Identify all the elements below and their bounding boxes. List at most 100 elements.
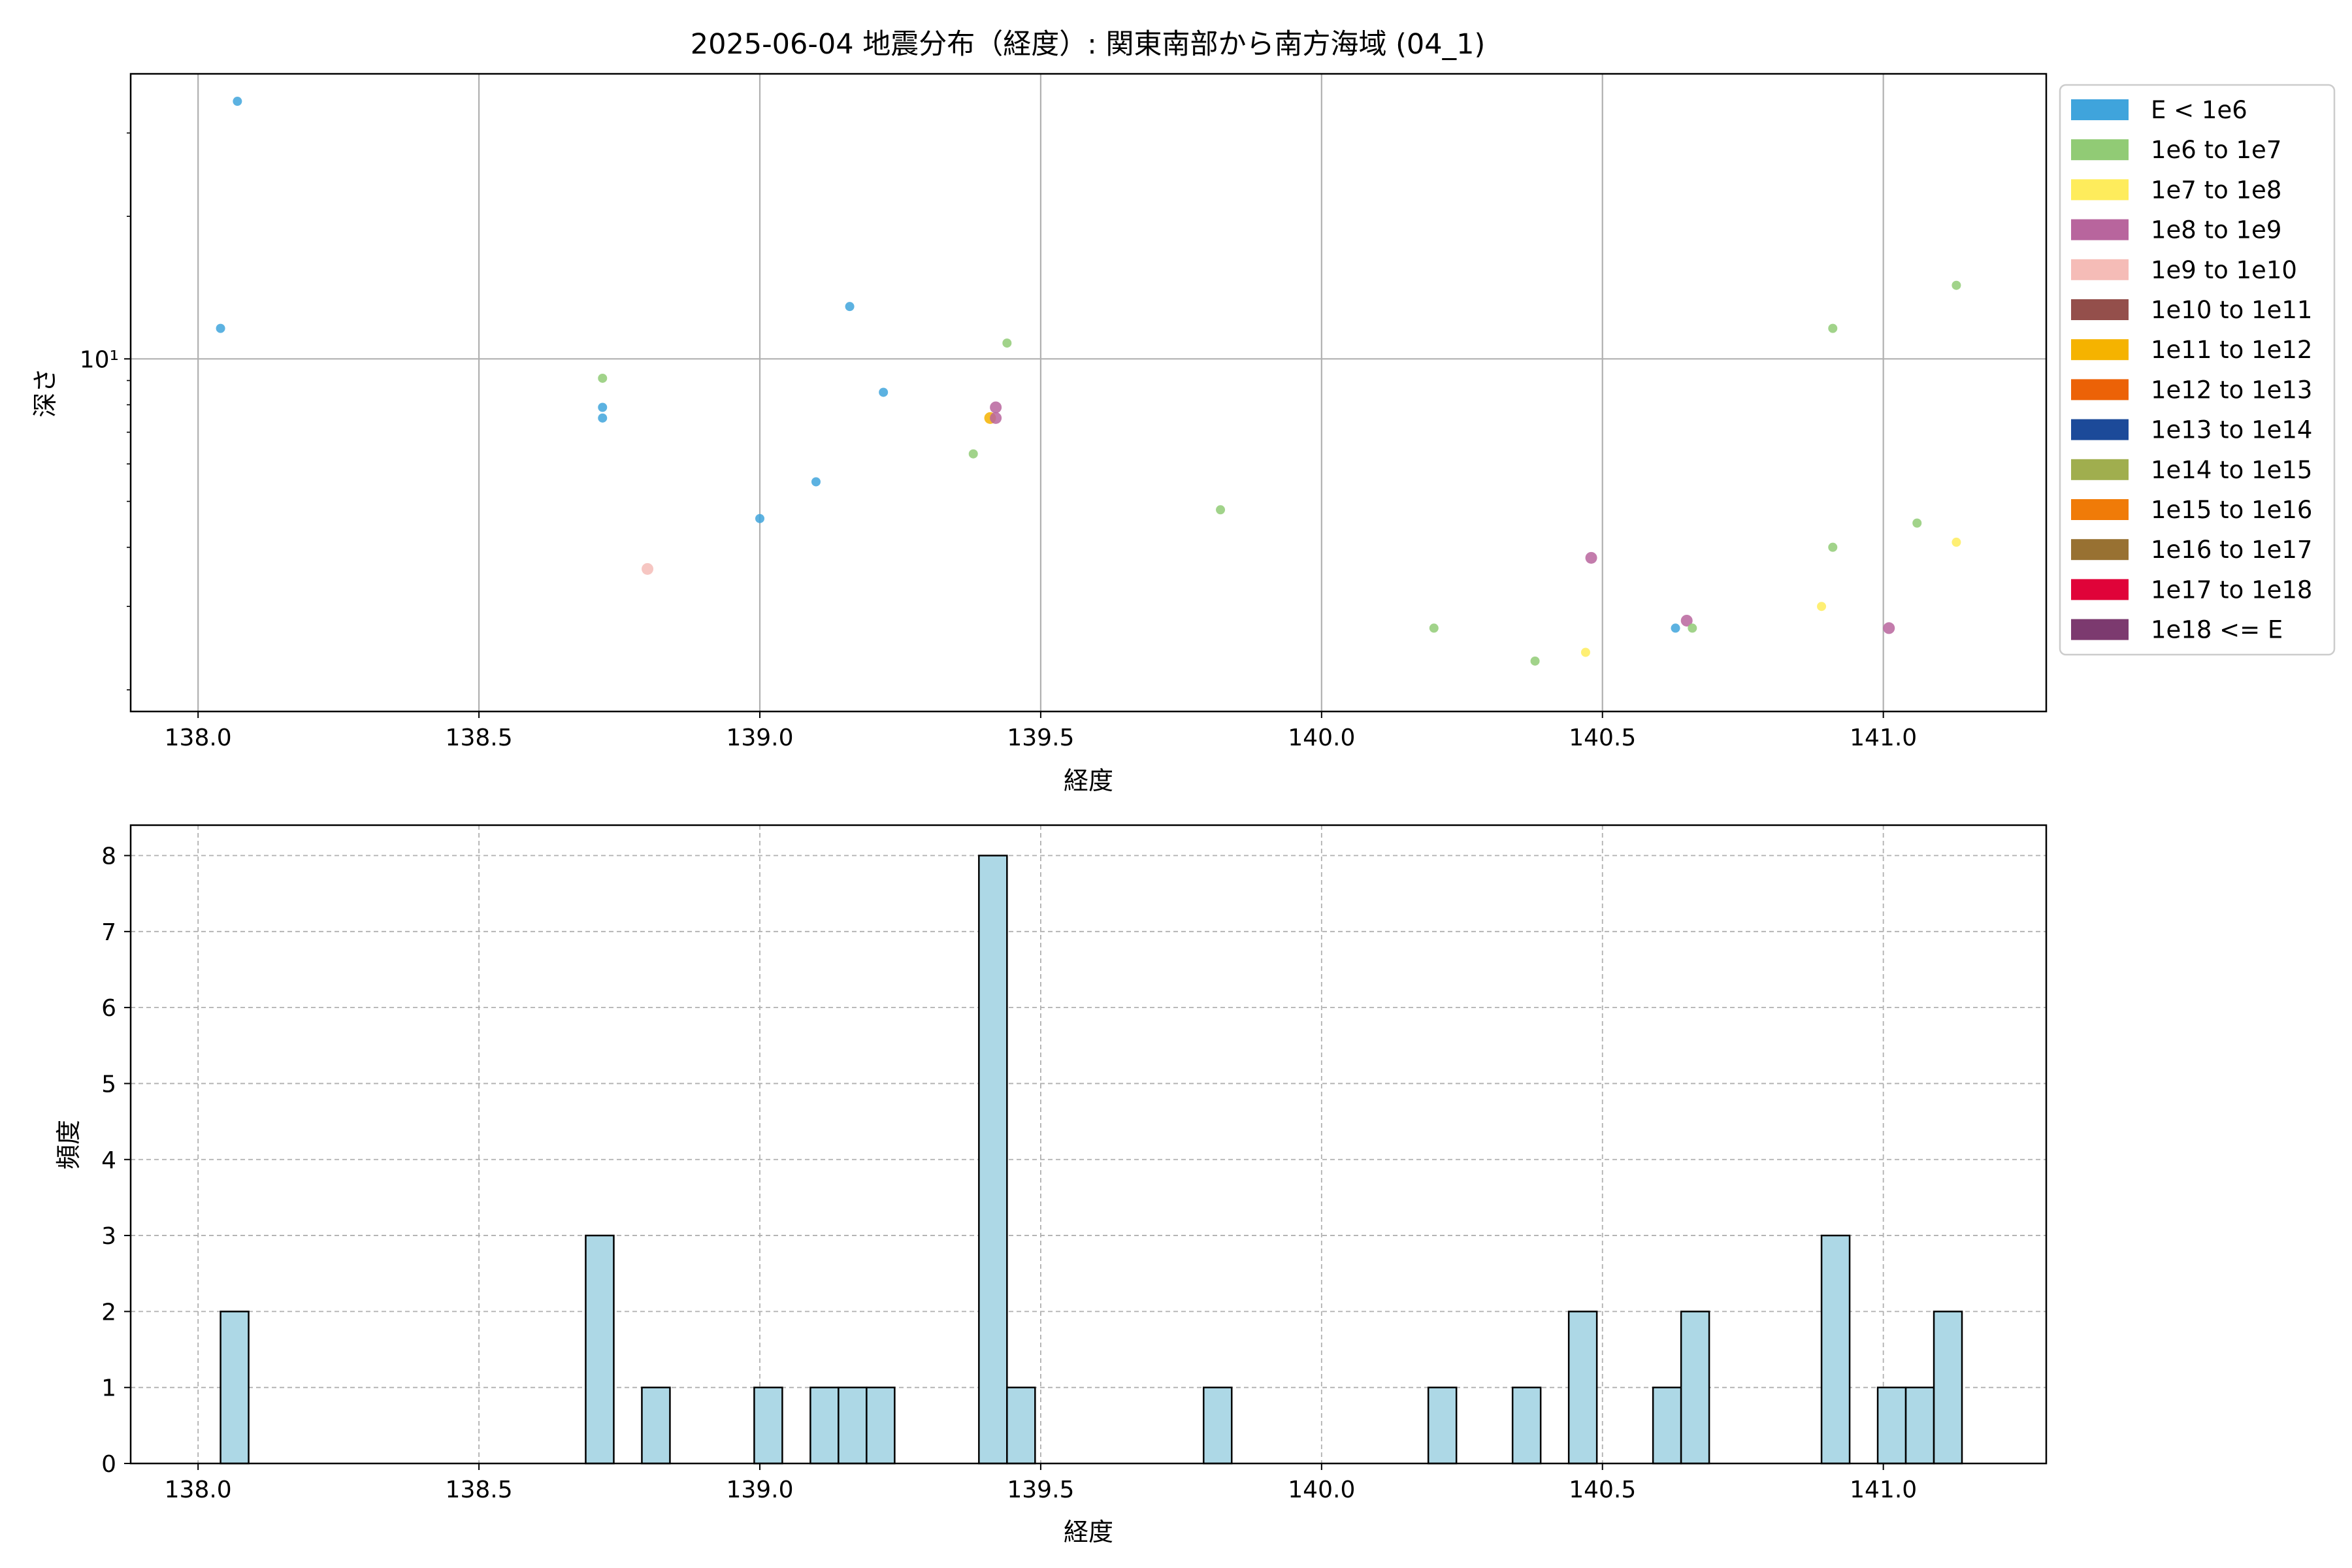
scatter-point bbox=[598, 402, 608, 412]
scatter-point bbox=[233, 97, 242, 106]
histogram-bar bbox=[978, 855, 1008, 1465]
scatter-point bbox=[1585, 551, 1597, 564]
legend-swatch bbox=[2071, 419, 2129, 440]
histogram-bar bbox=[866, 1386, 896, 1465]
legend-swatch bbox=[2071, 299, 2129, 320]
histogram-y-tick-label: 4 bbox=[101, 1147, 116, 1174]
histogram-y-tick-label: 5 bbox=[101, 1071, 116, 1098]
histogram-bar bbox=[1427, 1386, 1458, 1465]
scatter-point bbox=[968, 449, 978, 459]
scatter-point bbox=[216, 323, 225, 333]
scatter-x-tick-label: 140.0 bbox=[1288, 725, 1355, 751]
histogram-x-tick-label: 138.0 bbox=[165, 1477, 232, 1503]
scatter-point bbox=[1671, 623, 1680, 633]
legend-swatch bbox=[2071, 339, 2129, 361]
legend-label: 1e15 to 1e16 bbox=[2151, 496, 2312, 524]
histogram-y-axis-label: 頻度 bbox=[54, 1120, 83, 1169]
scatter-point bbox=[1828, 542, 1838, 552]
scatter-point bbox=[879, 387, 889, 397]
legend-swatch bbox=[2071, 499, 2129, 520]
histogram-bar bbox=[1933, 1311, 1963, 1465]
histogram-bar bbox=[753, 1386, 783, 1465]
chart-title: 2025-06-04 地震分布（経度）: 関東南部から南方海域 (04_1) bbox=[691, 28, 1486, 61]
histogram-y-tick-label: 8 bbox=[101, 843, 116, 870]
legend-swatch bbox=[2071, 579, 2129, 600]
scatter-x-tick-label: 140.5 bbox=[1569, 725, 1636, 751]
scatter-point bbox=[1828, 323, 1838, 333]
scatter-y-tick-label: 10¹ bbox=[80, 346, 119, 373]
scatter-y-ticks: 10¹ bbox=[80, 132, 131, 691]
scatter-grid bbox=[131, 74, 2046, 711]
histogram-bar bbox=[1567, 1311, 1598, 1465]
legend-items: E < 1e6 1e6 to 1e7 1e7 to 1e8 1e8 to 1e9 1e9… bbox=[2071, 96, 2312, 644]
legend-label: 1e10 to 1e11 bbox=[2151, 296, 2312, 324]
legend-label: 1e12 to 1e13 bbox=[2151, 376, 2312, 404]
scatter-x-ticks: 138.0 138.5 139.0 139.5 140.0 140.5 141.0 bbox=[165, 711, 1917, 751]
histogram-bars bbox=[220, 855, 1963, 1465]
scatter-point bbox=[1530, 656, 1540, 666]
legend-swatch bbox=[2071, 379, 2129, 400]
legend-swatch bbox=[2071, 179, 2129, 201]
histogram-bar bbox=[809, 1386, 840, 1465]
legend-label: 1e9 to 1e10 bbox=[2151, 256, 2297, 284]
histogram-bar bbox=[1904, 1386, 1935, 1465]
legend-swatch bbox=[2071, 219, 2129, 240]
histogram-y-tick-label: 0 bbox=[101, 1451, 116, 1478]
histogram-x-tick-label: 139.0 bbox=[726, 1477, 793, 1503]
legend-swatch bbox=[2071, 459, 2129, 480]
scatter-x-tick-label: 139.5 bbox=[1007, 725, 1074, 751]
scatter-point bbox=[1680, 614, 1693, 627]
scatter-point bbox=[1912, 518, 1922, 528]
scatter-points bbox=[216, 97, 1961, 666]
legend-swatch bbox=[2071, 259, 2129, 280]
scatter-point bbox=[1688, 623, 1697, 633]
legend-label: 1e16 to 1e17 bbox=[2151, 536, 2312, 564]
legend-swatch bbox=[2071, 99, 2129, 120]
legend-label: 1e14 to 1e15 bbox=[2151, 456, 2312, 484]
legend-label: 1e13 to 1e14 bbox=[2151, 416, 2312, 444]
legend-swatch bbox=[2071, 619, 2129, 640]
histogram-bar bbox=[585, 1234, 615, 1465]
histogram-y-tick-label: 1 bbox=[101, 1375, 116, 1402]
histogram-y-tick-label: 3 bbox=[101, 1223, 116, 1250]
legend: E < 1e6 1e6 to 1e7 1e7 to 1e8 1e8 to 1e9 1e9… bbox=[2059, 84, 2336, 656]
histogram-bar bbox=[1876, 1386, 1907, 1465]
legend-swatch bbox=[2071, 539, 2129, 561]
histogram-bar bbox=[1203, 1386, 1233, 1465]
histogram-x-tick-label: 138.5 bbox=[446, 1477, 513, 1503]
scatter-point bbox=[598, 413, 608, 423]
histogram-y-tick-label: 6 bbox=[101, 995, 116, 1022]
histogram-bar bbox=[1680, 1311, 1710, 1465]
histogram-bar bbox=[838, 1386, 868, 1465]
histogram-y-tick-label: 2 bbox=[101, 1299, 116, 1326]
scatter-point bbox=[1002, 338, 1012, 348]
scatter-point bbox=[990, 401, 1002, 414]
legend-label: 1e18 <= E bbox=[2151, 616, 2283, 644]
scatter-point bbox=[1952, 280, 1961, 290]
histogram-x-tick-label: 141.0 bbox=[1850, 1477, 1917, 1503]
histogram-y-ticks: 0 1 2 3 4 5 6 7 8 bbox=[101, 843, 131, 1478]
scatter-x-tick-label: 138.0 bbox=[165, 725, 232, 751]
scatter-point bbox=[1817, 602, 1827, 612]
legend-label: E < 1e6 bbox=[2151, 96, 2247, 124]
scatter-point bbox=[1216, 505, 1226, 515]
histogram-bar bbox=[641, 1386, 671, 1465]
scatter-panel: 138.0 138.5 139.0 139.5 140.0 140.5 141.0 10¹ … bbox=[31, 73, 2336, 795]
histogram-x-tick-label: 139.5 bbox=[1007, 1477, 1074, 1503]
histogram-bar bbox=[1511, 1386, 1542, 1465]
scatter-point bbox=[811, 477, 821, 487]
legend-label: 1e7 to 1e8 bbox=[2151, 176, 2281, 204]
scatter-x-tick-label: 139.0 bbox=[726, 725, 793, 751]
scatter-point bbox=[990, 412, 1002, 424]
scatter-point bbox=[845, 302, 855, 312]
histogram-bar bbox=[1006, 1386, 1036, 1465]
scatter-point bbox=[755, 514, 765, 523]
legend-label: 1e17 to 1e18 bbox=[2151, 576, 2312, 604]
scatter-point bbox=[1952, 537, 1961, 547]
histogram-y-tick-label: 7 bbox=[101, 919, 116, 946]
histogram-bar bbox=[1652, 1386, 1682, 1465]
histogram-x-ticks: 138.0 138.5 139.0 139.5 140.0 140.5 141.0 bbox=[165, 1463, 1917, 1503]
legend-label: 1e11 to 1e12 bbox=[2151, 336, 2312, 364]
